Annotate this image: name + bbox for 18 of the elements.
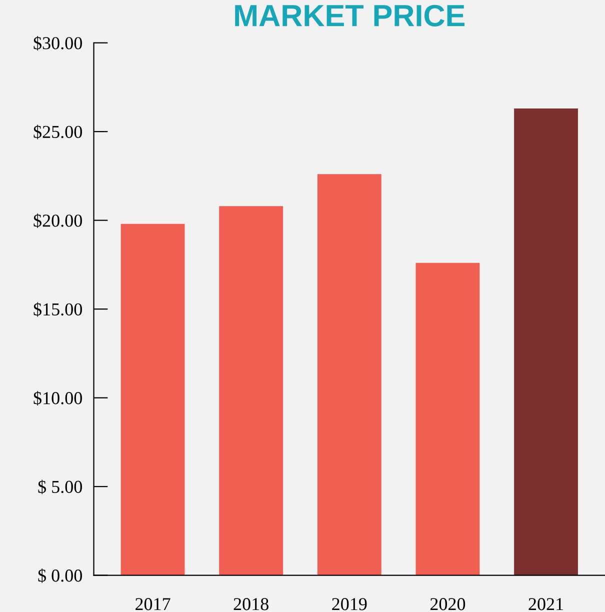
- bar: [514, 108, 578, 576]
- bar: [120, 224, 185, 576]
- x-tick-label: 2020: [430, 598, 466, 610]
- y-tick-label: $20.00: [34, 214, 82, 228]
- y-tick-label: $ 0.00: [38, 568, 82, 583]
- y-tick-label: $15.00: [34, 302, 82, 317]
- chart-title: MARKET PRICE: [235, 4, 464, 26]
- x-tick-label: 2018: [234, 598, 268, 610]
- y-tick-label: $30.00: [34, 36, 82, 50]
- bar: [317, 174, 382, 576]
- y-tick-label: $25.00: [34, 124, 82, 140]
- y-tick-label: $10.00: [34, 390, 82, 406]
- y-tick-label: $ 5.00: [38, 480, 82, 494]
- bar: [219, 206, 284, 576]
- x-tick-label: 2017: [136, 598, 170, 610]
- x-tick-label: 2019: [332, 598, 367, 610]
- bar: [416, 262, 480, 576]
- x-tick-label: 2021: [528, 598, 563, 610]
